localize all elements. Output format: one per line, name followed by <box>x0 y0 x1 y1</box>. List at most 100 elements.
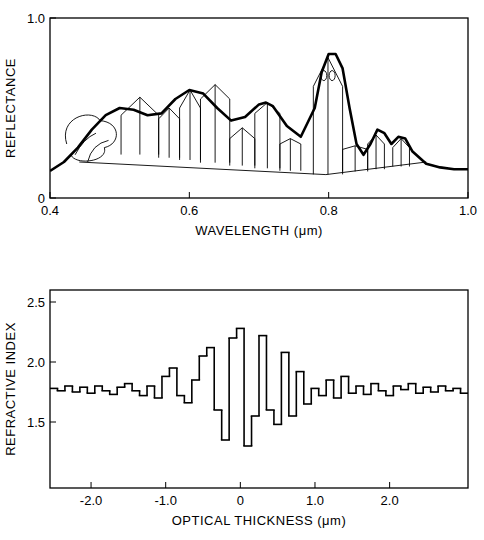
ground-line <box>79 162 426 175</box>
index-step <box>155 397 162 399</box>
step-riser <box>266 336 268 410</box>
x-tick-label: 0.8 <box>320 203 338 218</box>
building <box>230 128 255 166</box>
step-riser <box>363 386 365 394</box>
x-tick-label: 2.0 <box>381 493 399 508</box>
x-tick <box>468 192 469 198</box>
y-tick <box>50 422 56 423</box>
index-step <box>319 395 326 397</box>
index-step <box>378 390 385 392</box>
index-step <box>117 386 124 388</box>
index-step <box>371 383 378 385</box>
index-step <box>177 395 184 397</box>
x-tick <box>50 192 51 198</box>
step-riser <box>407 384 409 390</box>
index-step <box>132 390 139 392</box>
index-step <box>147 385 154 387</box>
y-tick-label: 2.0 <box>27 355 45 370</box>
y-tick-label: 0 <box>38 191 45 206</box>
x-tick-label: -2.0 <box>80 493 102 508</box>
building <box>180 90 201 160</box>
x-tick <box>328 192 329 198</box>
step-riser <box>206 348 208 356</box>
index-step <box>311 388 318 390</box>
index-step <box>431 391 438 393</box>
step-riser <box>296 372 298 416</box>
plot-frame <box>50 290 468 488</box>
y-tick <box>50 302 56 303</box>
index-step <box>50 388 57 390</box>
step-riser <box>236 328 238 338</box>
tower-window <box>329 71 335 81</box>
index-step <box>102 390 109 392</box>
index-step <box>266 409 273 411</box>
index-step <box>140 395 147 397</box>
index-step <box>65 385 72 387</box>
index-step <box>169 367 176 369</box>
figure: 0.40.60.81.001.0WAVELENGTH (μm)REFLECTAN… <box>0 0 484 540</box>
step-riser <box>198 356 200 380</box>
y-axis-title: REFRACTIVE INDEX <box>3 322 18 456</box>
step-riser <box>281 352 283 424</box>
step-riser <box>94 386 96 393</box>
plot-data <box>50 54 468 171</box>
index-step <box>244 445 251 447</box>
index-step <box>252 415 259 417</box>
y-tick-label: 2.5 <box>27 295 45 310</box>
index-step <box>237 328 244 330</box>
index-step <box>259 335 266 337</box>
step-riser <box>87 387 89 393</box>
step-riser <box>303 372 305 404</box>
building <box>313 58 342 175</box>
step-riser <box>131 384 133 391</box>
index-step <box>207 347 214 349</box>
step-riser <box>325 380 327 396</box>
step-riser <box>288 352 290 416</box>
building <box>159 108 180 158</box>
step-riser <box>146 386 148 396</box>
x-tick-label: 1.0 <box>306 493 324 508</box>
step-riser <box>176 368 178 396</box>
x-tick <box>240 482 241 488</box>
x-axis-title: WAVELENGTH (μm) <box>195 223 323 238</box>
x-tick <box>314 482 315 488</box>
index-step <box>326 379 333 381</box>
index-step <box>446 390 453 392</box>
index-step <box>438 385 445 387</box>
index-step <box>349 392 356 394</box>
step-riser <box>310 388 312 404</box>
index-step <box>281 352 288 354</box>
index-step <box>461 392 468 394</box>
step-riser <box>333 380 335 398</box>
step-riser <box>221 410 223 440</box>
x-tick <box>189 192 190 198</box>
index-step <box>393 385 400 387</box>
step-riser <box>370 384 372 395</box>
plot-frame <box>50 18 468 198</box>
y-axis-title: REFLECTANCE <box>3 58 18 158</box>
step-riser <box>415 384 417 394</box>
step-riser <box>154 386 156 398</box>
y-tick <box>50 198 56 199</box>
building <box>121 97 159 154</box>
x-tick-label: 0.6 <box>180 203 198 218</box>
index-step <box>334 397 341 399</box>
index-step <box>341 376 348 378</box>
index-step <box>199 355 206 357</box>
plot-data <box>50 328 468 446</box>
index-step <box>408 383 415 385</box>
x-tick-label: -1.0 <box>154 493 176 508</box>
step-riser <box>422 387 424 393</box>
step-riser <box>378 384 380 391</box>
index-step <box>423 386 430 388</box>
index-step <box>401 389 408 391</box>
step-riser <box>348 376 350 393</box>
step-riser <box>393 386 395 396</box>
step-riser <box>243 328 245 446</box>
index-step <box>110 394 117 396</box>
x-axis-title: OPTICAL THICKNESS (μm) <box>172 513 347 528</box>
y-tick <box>50 18 56 19</box>
index-step <box>192 379 199 381</box>
index-step <box>184 402 191 404</box>
index-step <box>222 439 229 441</box>
